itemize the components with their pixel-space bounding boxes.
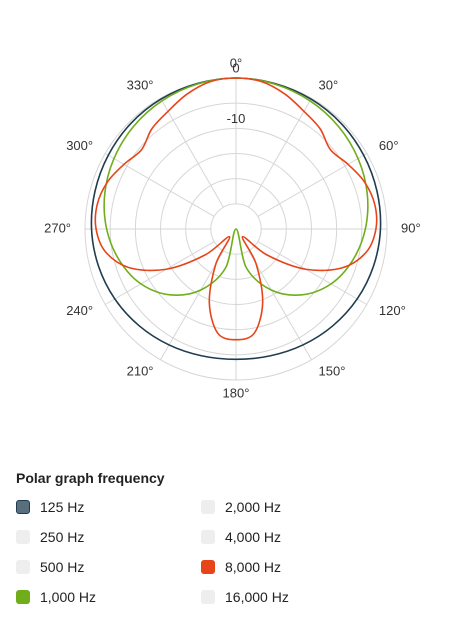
grid-spoke <box>248 250 312 361</box>
legend-item-2-000-hz[interactable]: 2,000 Hz <box>201 498 401 516</box>
series-line-125-hz <box>90 77 382 361</box>
legend-swatch <box>201 560 215 574</box>
angle-tick-label: 150° <box>319 363 346 378</box>
legend-label: 16,000 Hz <box>225 589 289 605</box>
grid-spoke <box>248 97 312 208</box>
polar-labels: 0° 30° 60° 90° 120° 150° 180° 210° 240° 270° 300° 3… <box>44 55 421 400</box>
polar-curves <box>90 77 382 361</box>
legend-item-500-hz[interactable]: 500 Hz <box>16 558 201 576</box>
radial-tick-label: 0 <box>232 60 239 75</box>
legend-label: 500 Hz <box>40 559 85 575</box>
legend-item-125-hz[interactable]: 125 Hz <box>16 498 201 516</box>
series-line-8-000-hz <box>94 77 378 341</box>
legend-label: 1,000 Hz <box>40 589 97 605</box>
legend-label: 4,000 Hz <box>225 529 282 545</box>
grid-spoke <box>160 97 224 208</box>
radial-tick-label: -10 <box>227 111 246 126</box>
legend: Polar graph frequency 125 Hz 2,000 Hz 250 … <box>16 470 466 606</box>
angle-tick-label: 0° <box>230 55 242 70</box>
polar-plot: 0° 30° 60° 90° 120° 150° 180° 210° 240° 270° 300° 3… <box>44 55 421 400</box>
grid-spoke <box>257 241 368 305</box>
legend-swatch <box>201 590 215 604</box>
angle-tick-label: 330° <box>127 78 154 93</box>
legend-swatch <box>16 590 30 604</box>
legend-swatch <box>16 530 30 544</box>
legend-item-8-000-hz[interactable]: 8,000 Hz <box>201 558 401 576</box>
grid-spoke <box>104 241 215 305</box>
legend-item-4-000-hz[interactable]: 4,000 Hz <box>201 528 401 546</box>
angle-tick-label: 240° <box>66 303 93 318</box>
legend-title: Polar graph frequency <box>16 470 165 486</box>
legend-item-250-hz[interactable]: 250 Hz <box>16 528 201 546</box>
legend-label: 125 Hz <box>40 499 85 515</box>
angle-tick-label: 60° <box>379 138 399 153</box>
legend-swatch <box>16 560 30 574</box>
legend-label: 8,000 Hz <box>225 559 282 575</box>
polar-grid <box>84 77 388 381</box>
angle-tick-label: 180° <box>223 385 250 400</box>
angle-tick-label: 270° <box>44 220 71 235</box>
series-line-1-000-hz <box>103 77 369 296</box>
legend-swatch <box>201 500 215 514</box>
legend-item-1-000-hz[interactable]: 1,000 Hz <box>16 588 201 606</box>
angle-tick-label: 300° <box>66 138 93 153</box>
legend-label: 2,000 Hz <box>225 499 282 515</box>
legend-swatch <box>16 500 30 514</box>
grid-spoke <box>160 250 224 361</box>
legend-grid: 125 Hz 2,000 Hz 250 Hz 4,000 Hz 500 Hz 8,000 … <box>16 498 466 606</box>
angle-tick-label: 210° <box>127 363 154 378</box>
angle-tick-label: 30° <box>319 78 339 93</box>
legend-label: 250 Hz <box>40 529 85 545</box>
angle-tick-label: 90° <box>401 220 421 235</box>
legend-item-16-000-hz[interactable]: 16,000 Hz <box>201 588 401 606</box>
legend-swatch <box>201 530 215 544</box>
angle-tick-label: 120° <box>379 303 406 318</box>
